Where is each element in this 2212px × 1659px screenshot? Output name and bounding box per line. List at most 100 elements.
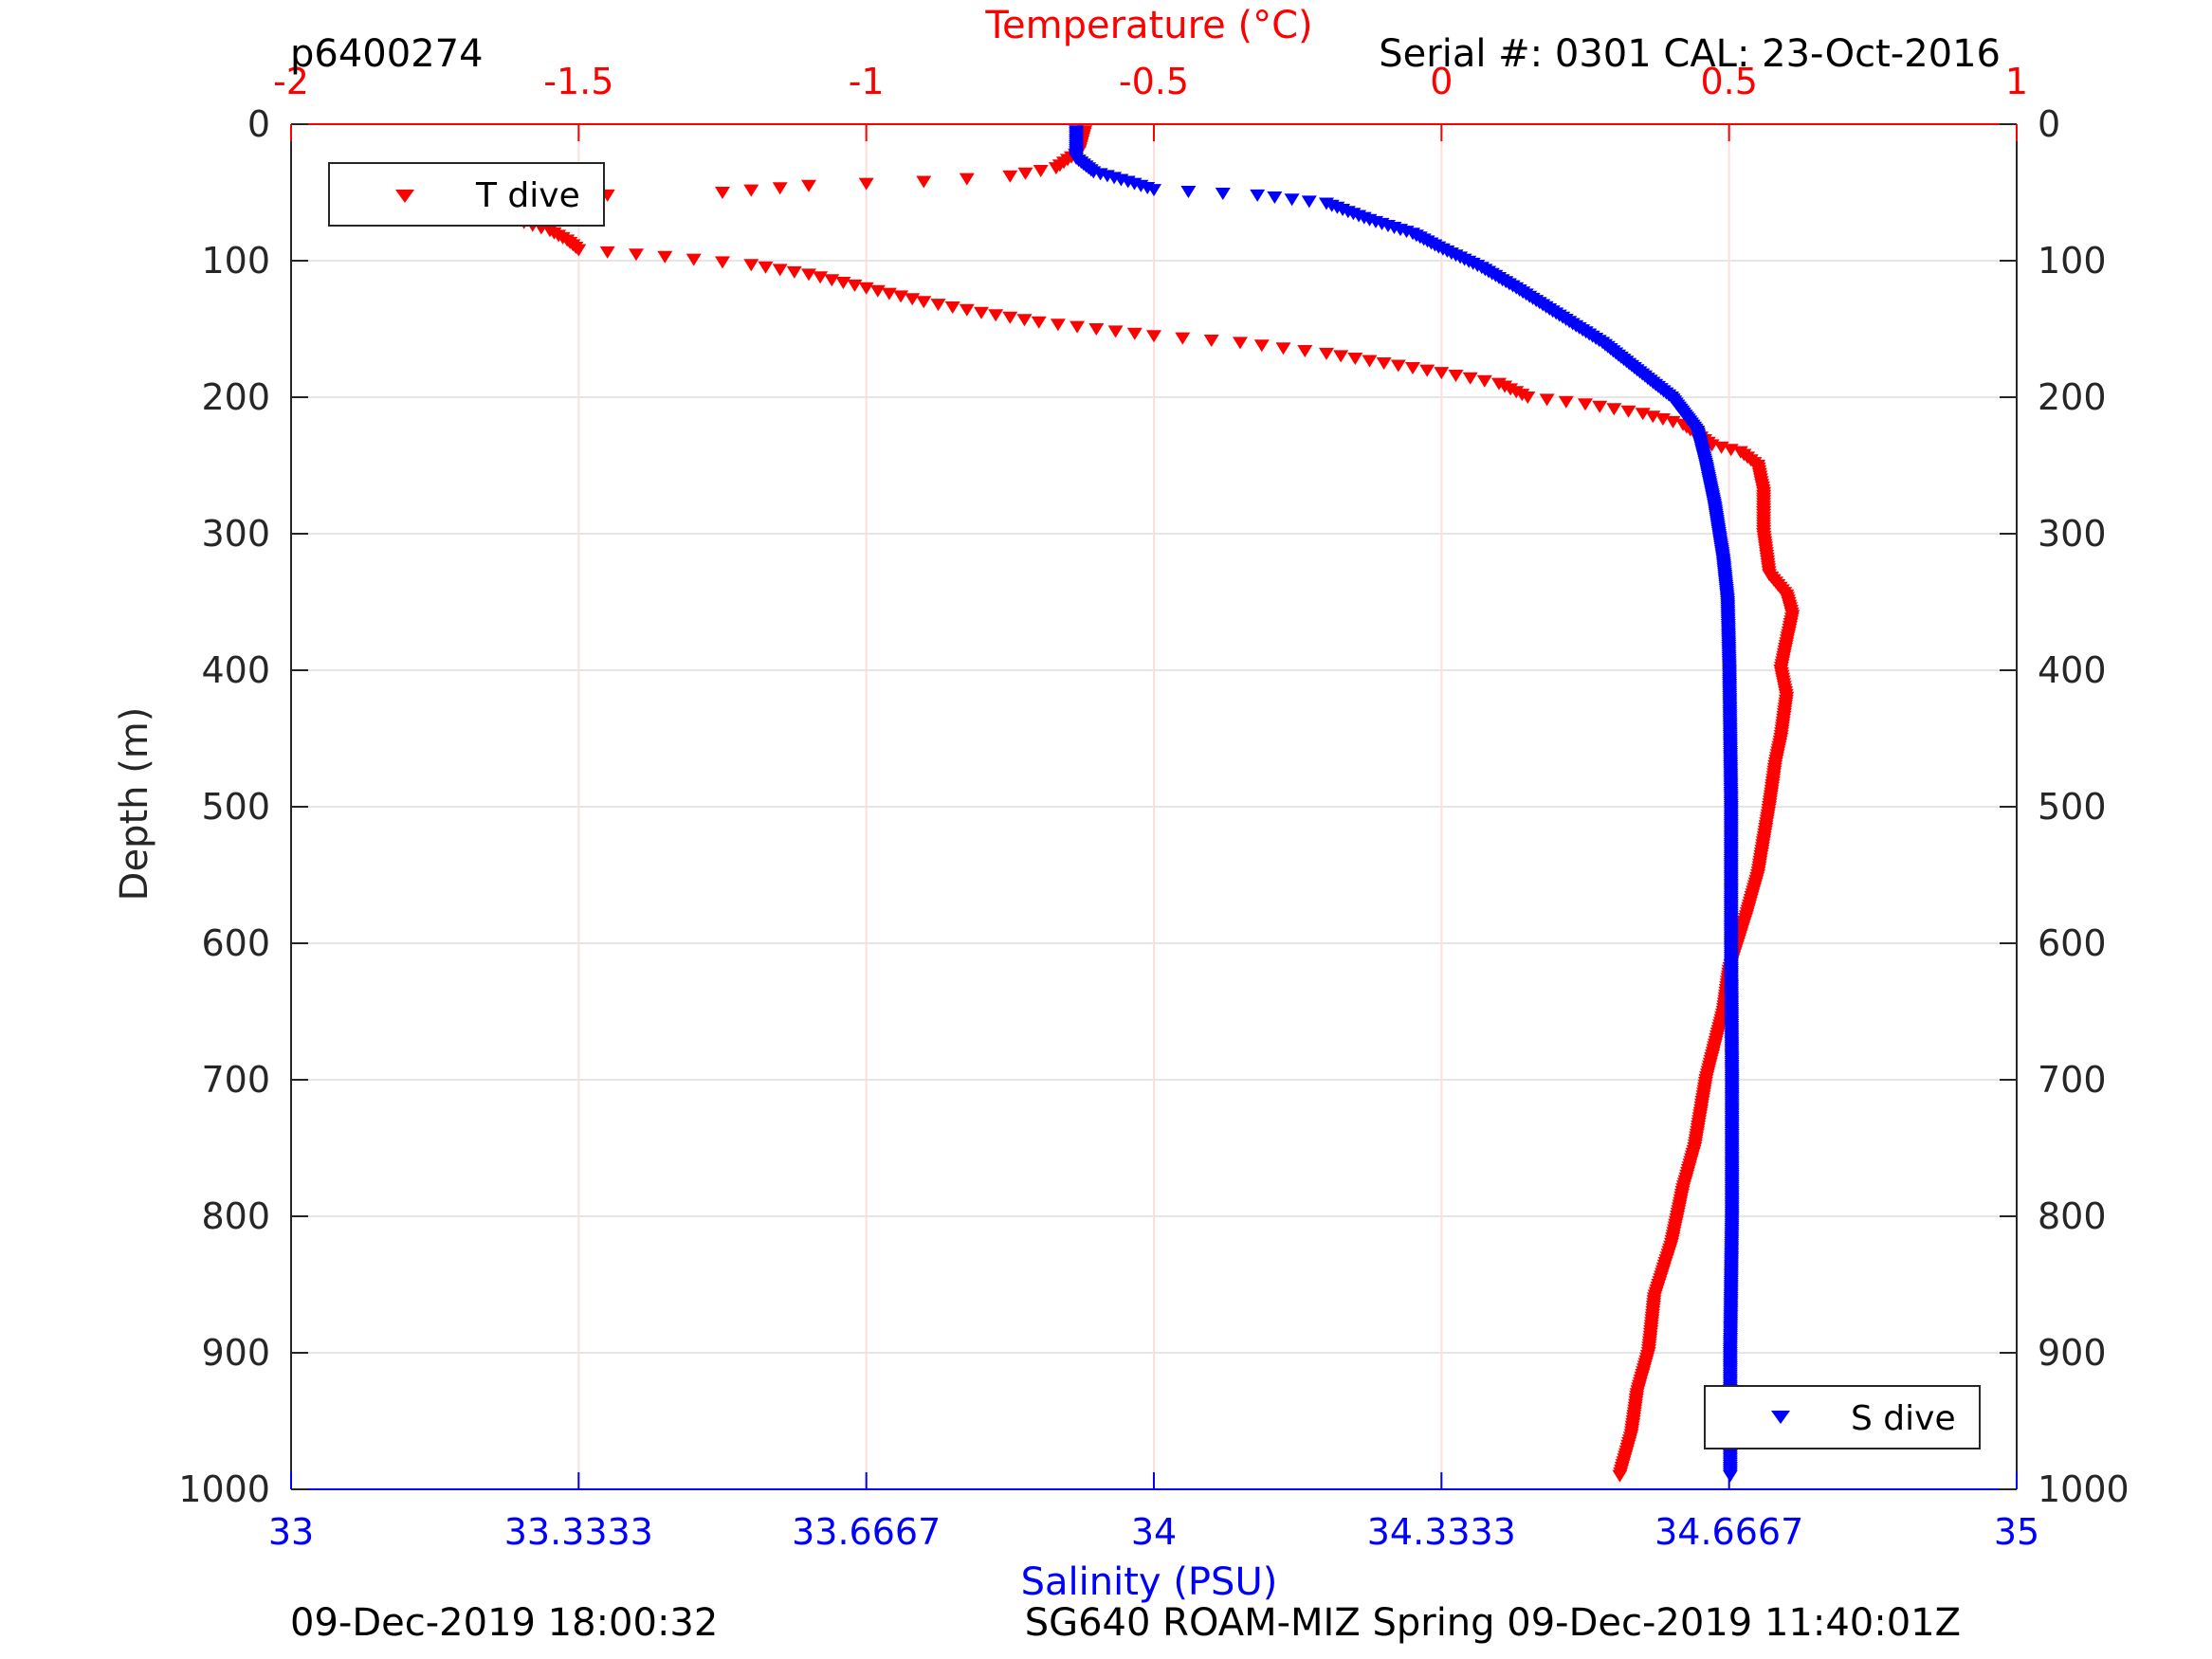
temperature-point	[1419, 364, 1435, 377]
depth-tick-label-left: 600	[201, 922, 270, 964]
temperature-point	[1002, 311, 1018, 324]
temperature-point	[1620, 405, 1636, 418]
salinity-point	[1215, 188, 1231, 200]
legend-salinity: S dive	[1704, 1385, 1981, 1449]
temperature-point	[858, 177, 874, 191]
temperature-point	[1107, 325, 1124, 338]
temperature-point	[974, 306, 989, 319]
temperature-point	[1050, 319, 1066, 332]
temperature-point	[1016, 314, 1033, 327]
temperature-point	[1275, 342, 1291, 356]
temperature-point	[1462, 372, 1478, 385]
temperature-point	[1434, 367, 1450, 380]
temperature-point	[629, 248, 644, 262]
temperature-point	[813, 271, 829, 284]
temperature-point	[758, 261, 774, 274]
depth-tick-label-right: 400	[2038, 649, 2107, 691]
depth-axis-title: Depth (m)	[113, 707, 156, 902]
axes	[290, 123, 2018, 1490]
temperature-point	[1203, 335, 1219, 347]
temperature-point	[801, 179, 816, 192]
temperature-point	[1606, 403, 1622, 416]
temperature-point	[916, 296, 932, 309]
temperature-point	[1558, 395, 1574, 409]
salinity-series	[1069, 125, 1740, 1483]
salinity-point	[1250, 189, 1266, 202]
temperature-axis-title: Temperature (°C)	[984, 4, 1312, 47]
temperature-tick-label: -0.5	[1119, 61, 1189, 102]
depth-tick-label-left: 500	[201, 786, 270, 828]
temperature-point	[1146, 330, 1161, 343]
temperature-point	[944, 301, 960, 314]
temperature-tick-label: -2	[273, 61, 309, 102]
depth-tick-label-right: 200	[2038, 376, 2107, 418]
temperature-point	[1612, 1469, 1628, 1483]
temperature-tick-label: 0	[1430, 61, 1453, 102]
temperature-tick-label: -1.5	[543, 61, 613, 102]
temperature-point	[869, 284, 886, 298]
temperature-point	[743, 259, 759, 272]
temperature-point	[1002, 170, 1018, 183]
salinity-axis-title: Salinity (PSU)	[1021, 1560, 1278, 1604]
temperature-point	[1253, 339, 1270, 353]
mission-info: SG640 ROAM-MIZ Spring 09-Dec-2019 11:40:…	[1025, 1601, 1961, 1645]
temperature-tick-label: 0.5	[1700, 61, 1757, 102]
temperature-tick-label: -1	[849, 61, 885, 102]
temperature-tick-label: 1	[2005, 61, 2028, 102]
temperature-point	[1233, 337, 1248, 350]
depth-tick-label-left: 300	[201, 513, 270, 555]
depth-tick-label-left: 700	[201, 1059, 270, 1101]
salinity-tick-label: 34	[1131, 1511, 1177, 1553]
depth-tick-label-left: 400	[201, 649, 270, 691]
depth-tick-label-right: 100	[2038, 240, 2107, 282]
profile-id: p6400274	[290, 32, 484, 76]
temperature-point	[930, 299, 946, 312]
salinity-point	[1146, 184, 1161, 197]
legend-temperature-box	[328, 162, 605, 227]
depth-tick-label-right: 700	[2038, 1059, 2107, 1101]
temperature-point	[657, 250, 673, 264]
temperature-point	[1592, 400, 1608, 413]
temperature-point	[916, 175, 932, 189]
depth-tick-label-right: 0	[2038, 103, 2060, 145]
temperature-point	[715, 256, 730, 269]
legend-temperature-label: T dive	[475, 176, 580, 215]
legend-temperature-marker	[395, 190, 414, 203]
temperature-point	[1376, 357, 1392, 370]
depth-tick-label-right: 600	[2038, 922, 2107, 964]
salinity-tick-label: 33.3333	[504, 1511, 653, 1553]
temperature-point	[715, 187, 730, 199]
depth-tick-label-left: 1000	[178, 1468, 270, 1510]
temperature-point	[835, 277, 851, 289]
depth-tick-label-right: 1000	[2038, 1468, 2130, 1510]
depth-tick-label-left: 0	[247, 103, 270, 145]
temperature-point	[1126, 327, 1143, 340]
temperature-point	[686, 253, 702, 266]
salinity-tick-label: 33.6667	[792, 1511, 941, 1553]
depth-tick-label-right: 800	[2038, 1195, 2107, 1237]
temperature-point	[1520, 392, 1536, 404]
temperature-point	[1175, 332, 1191, 345]
temperature-point	[959, 173, 975, 186]
temperature-point	[772, 264, 788, 277]
temperature-point	[1333, 350, 1349, 363]
temperature-point	[1088, 323, 1105, 336]
temperature-point	[1069, 320, 1086, 334]
salinity-point	[1284, 193, 1300, 207]
salinity-tick-label: 35	[1994, 1511, 2039, 1553]
legend-temperature: T dive	[328, 162, 605, 227]
temperature-point	[824, 274, 840, 287]
depth-tick-label-left: 200	[201, 376, 270, 418]
temperature-point	[571, 244, 587, 257]
temperature-point	[1033, 165, 1049, 177]
salinity-point	[1301, 195, 1317, 209]
temperature-point	[959, 303, 975, 317]
depth-tick-label-left: 100	[201, 240, 270, 282]
depth-tick-label-left: 900	[201, 1332, 270, 1374]
temperature-point	[1297, 345, 1313, 357]
temperature-point	[1476, 374, 1492, 388]
temperature-point	[786, 265, 802, 279]
salinity-point	[1722, 1469, 1738, 1483]
legend-salinity-label: S dive	[1851, 1399, 1956, 1438]
